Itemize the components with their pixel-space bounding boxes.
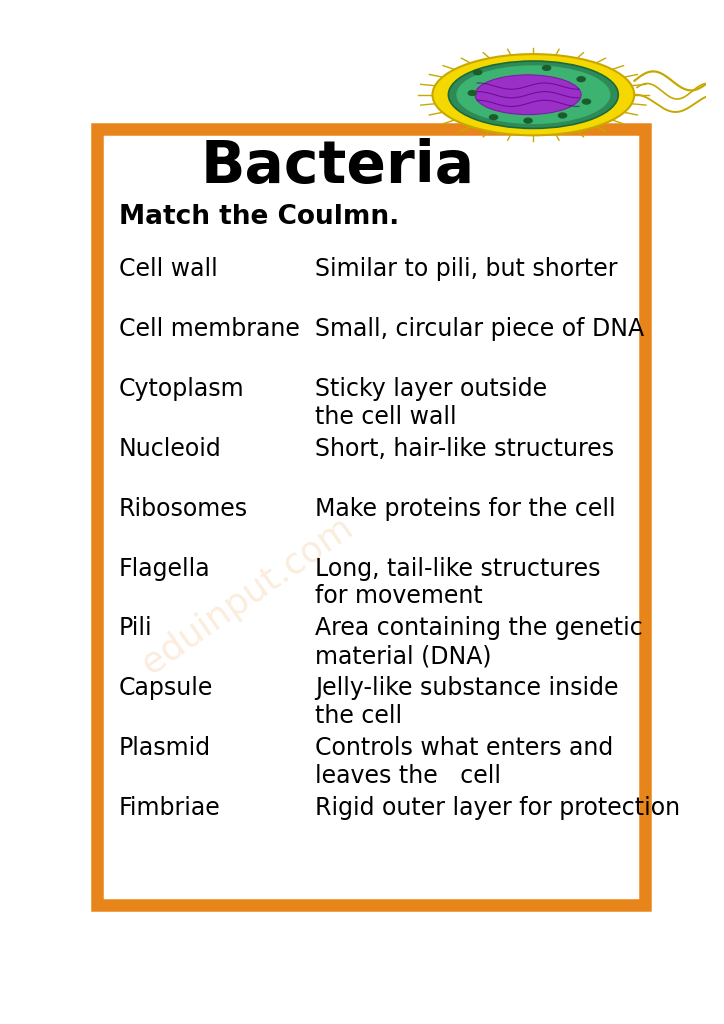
Text: Cell membrane: Cell membrane (119, 316, 300, 341)
Text: Jelly-like substance inside
the cell: Jelly-like substance inside the cell (315, 677, 618, 728)
Circle shape (523, 118, 533, 124)
Ellipse shape (456, 66, 610, 124)
Circle shape (576, 76, 586, 82)
Text: eduinput.com: eduinput.com (135, 511, 360, 681)
Circle shape (542, 65, 552, 71)
Ellipse shape (432, 54, 634, 135)
Text: Fimbriae: Fimbriae (119, 797, 220, 820)
Text: Rigid outer layer for protection: Rigid outer layer for protection (315, 797, 680, 820)
Text: Cell wall: Cell wall (119, 257, 217, 281)
Text: Capsule: Capsule (119, 677, 213, 700)
Text: Long, tail-like structures
for movement: Long, tail-like structures for movement (315, 557, 600, 608)
Text: Make proteins for the cell: Make proteins for the cell (315, 497, 615, 520)
Text: Ribosomes: Ribosomes (119, 497, 248, 520)
Text: Cytoplasm: Cytoplasm (119, 377, 244, 400)
Circle shape (557, 113, 568, 119)
Text: Nucleoid: Nucleoid (119, 436, 222, 461)
Ellipse shape (448, 61, 618, 128)
Text: Controls what enters and
leaves the   cell: Controls what enters and leaves the cell (315, 736, 613, 788)
Text: Plasmid: Plasmid (119, 736, 211, 760)
Ellipse shape (475, 75, 581, 115)
Circle shape (489, 114, 498, 120)
Text: Similar to pili, but shorter: Similar to pili, but shorter (315, 257, 618, 281)
Text: Pili: Pili (119, 616, 152, 640)
Text: Bacteria: Bacteria (201, 138, 474, 195)
Text: Flagella: Flagella (119, 557, 210, 581)
Text: Sticky layer outside
the cell wall: Sticky layer outside the cell wall (315, 377, 547, 429)
Text: Area containing the genetic
material (DNA): Area containing the genetic material (DN… (315, 616, 643, 669)
Circle shape (468, 90, 477, 96)
Circle shape (473, 70, 482, 76)
Text: Small, circular piece of DNA: Small, circular piece of DNA (315, 316, 644, 341)
Circle shape (581, 98, 592, 104)
Text: Short, hair-like structures: Short, hair-like structures (315, 436, 614, 461)
Text: Match the Coulmn.: Match the Coulmn. (119, 205, 399, 230)
